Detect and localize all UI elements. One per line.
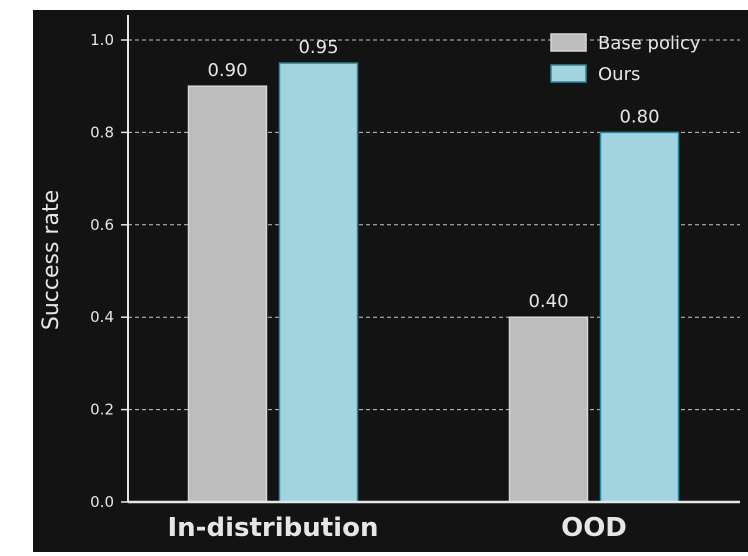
x-tick-label: In-distribution — [168, 513, 379, 543]
y-tick-label: 0.6 — [90, 216, 114, 234]
y-tick-label: 1.0 — [90, 31, 114, 49]
labels: 0.90 0.95 In-distribution 0.40 0.80 OOD — [168, 37, 660, 543]
y-axis-label: Success rate — [39, 190, 64, 330]
bar-value-label: 0.90 — [207, 60, 247, 81]
bars — [187, 62, 680, 503]
legend-label: Ours — [598, 64, 640, 85]
bar — [508, 316, 589, 503]
y-tick-label: 0.8 — [90, 123, 114, 141]
bar — [187, 85, 268, 503]
bar-value-label: 0.40 — [528, 291, 568, 312]
legend-swatch — [550, 33, 587, 52]
legend-swatch — [550, 64, 587, 83]
bar — [599, 131, 680, 503]
legend: Base policy Ours — [550, 33, 701, 85]
axes: 0.0 0.2 0.4 0.6 0.8 1.0 — [90, 15, 740, 511]
y-tick-label: 0.2 — [90, 401, 114, 419]
legend-label: Base policy — [598, 33, 701, 54]
y-tick-label: 0.4 — [90, 308, 114, 326]
x-tick-label: OOD — [561, 513, 627, 543]
bar-value-label: 0.80 — [619, 106, 659, 127]
bar-value-label: 0.95 — [298, 37, 338, 58]
y-tick-label: 0.0 — [90, 493, 114, 511]
bar — [278, 62, 359, 503]
